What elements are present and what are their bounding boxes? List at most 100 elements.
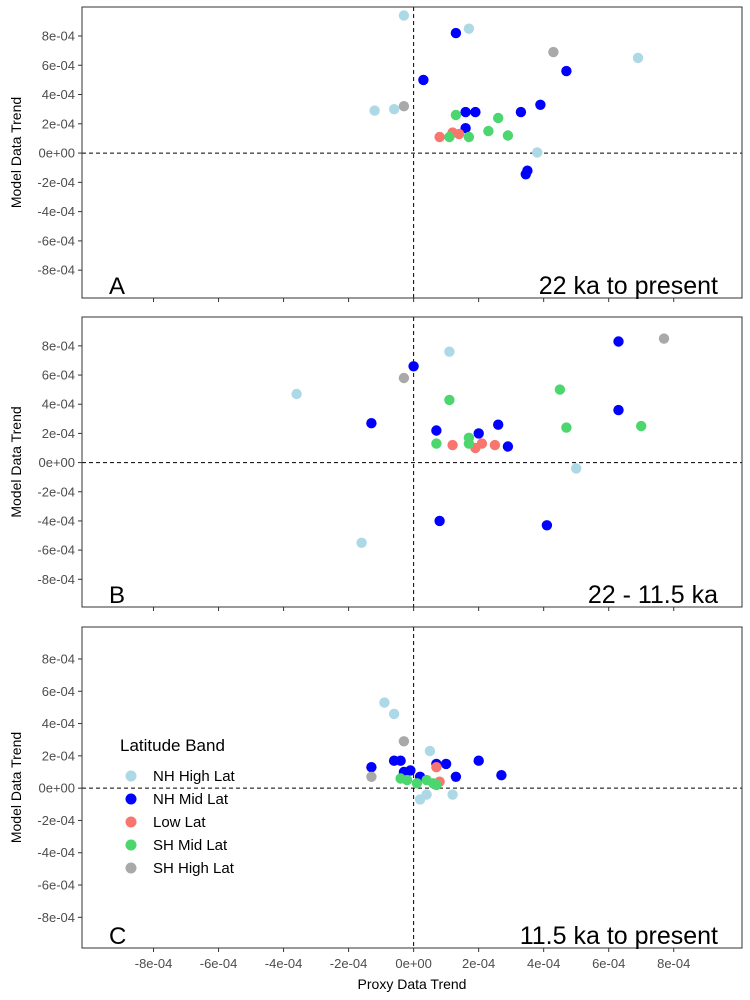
data-point bbox=[411, 778, 423, 789]
y-tick-label: 8e-04 bbox=[42, 651, 75, 666]
y-tick-label: 0e+00 bbox=[38, 455, 75, 470]
x-tick-label: 0e+00 bbox=[395, 956, 432, 971]
y-tick-label: 4e-04 bbox=[42, 397, 75, 412]
data-point bbox=[291, 388, 302, 400]
panel-c: 8e-04 6e-04 4e-04 2e-04 0e+00 -2e-04 -4e-04 -6e… bbox=[8, 626, 743, 971]
data-point bbox=[450, 771, 462, 782]
y-tick-label: 2e-04 bbox=[42, 116, 75, 131]
data-point bbox=[388, 104, 400, 115]
data-point bbox=[447, 439, 458, 451]
y-tick-label: -6e-04 bbox=[37, 233, 75, 248]
legend: Latitude Band NH High Lat NH Mid Lat Low La… bbox=[120, 736, 236, 877]
data-point bbox=[554, 384, 566, 395]
data-point bbox=[493, 419, 504, 430]
y-tick-label: -4e-04 bbox=[37, 513, 75, 528]
y-axis-title: Model Data Trend bbox=[8, 406, 24, 517]
data-point bbox=[431, 762, 442, 773]
y-tick-label: -8e-04 bbox=[37, 572, 75, 587]
panel-border bbox=[81, 6, 743, 299]
data-point bbox=[535, 99, 546, 111]
data-point bbox=[658, 333, 670, 344]
panel-title: 22 - 11.5 ka bbox=[588, 581, 718, 609]
panel-letter: C bbox=[109, 923, 126, 950]
legend-swatch bbox=[125, 793, 137, 805]
data-point bbox=[366, 771, 377, 782]
data-point bbox=[470, 106, 481, 118]
x-tick-label: 8e-04 bbox=[657, 956, 690, 971]
panel-title: 11.5 ka to present bbox=[520, 922, 718, 950]
data-point bbox=[473, 755, 484, 766]
x-tick-label: -8e-04 bbox=[135, 956, 173, 971]
data-point bbox=[444, 394, 455, 406]
legend-swatch bbox=[125, 770, 137, 782]
data-point bbox=[424, 745, 436, 757]
panel-border bbox=[81, 626, 743, 949]
data-point bbox=[532, 147, 543, 158]
y-tick-label: 6e-04 bbox=[42, 58, 75, 73]
panel-a: 8e-04 6e-04 4e-04 2e-04 0e+00 -2e-04 -4e-04 -6e… bbox=[8, 6, 743, 302]
x-tick-label: 6e-04 bbox=[592, 956, 625, 971]
y-tick-label: -4e-04 bbox=[37, 845, 75, 860]
y-axis-title: Model Data Trend bbox=[8, 97, 24, 208]
data-point bbox=[434, 131, 445, 143]
y-tick-label: -6e-04 bbox=[37, 878, 75, 893]
data-point bbox=[418, 74, 429, 86]
data-point bbox=[398, 372, 410, 384]
data-point bbox=[405, 765, 416, 776]
data-point bbox=[431, 425, 442, 436]
y-tick-label: 2e-04 bbox=[42, 748, 75, 763]
data-point bbox=[414, 794, 426, 805]
x-tick-label: -6e-04 bbox=[200, 956, 238, 971]
y-axis-title: Model Data Trend bbox=[8, 732, 24, 843]
data-point bbox=[431, 438, 442, 449]
panel-letter: A bbox=[109, 273, 125, 300]
data-point bbox=[379, 697, 390, 708]
data-point bbox=[450, 27, 462, 39]
legend-title: Latitude Band bbox=[120, 736, 225, 755]
y-tick-label: 0e+00 bbox=[38, 146, 75, 161]
data-point bbox=[571, 463, 582, 474]
y-tick-label: 0e+00 bbox=[38, 781, 75, 796]
data-point bbox=[489, 439, 501, 451]
legend-label: NH High Lat bbox=[153, 768, 236, 785]
legend-label: SH Mid Lat bbox=[153, 837, 228, 854]
data-point bbox=[408, 361, 419, 372]
data-point bbox=[613, 336, 624, 347]
data-point bbox=[450, 109, 462, 121]
panel-border bbox=[81, 316, 743, 608]
panel-letter: B bbox=[109, 582, 125, 609]
y-tick-label: 8e-04 bbox=[42, 28, 75, 43]
x-tick-label: -4e-04 bbox=[265, 956, 303, 971]
data-point bbox=[515, 106, 527, 118]
data-point bbox=[398, 101, 410, 112]
data-point bbox=[369, 105, 380, 116]
data-point bbox=[493, 112, 504, 124]
data-point bbox=[541, 520, 553, 531]
data-point bbox=[473, 428, 484, 439]
y-tick-label: -8e-04 bbox=[37, 263, 75, 278]
data-point bbox=[520, 169, 531, 180]
legend-swatch bbox=[125, 862, 137, 874]
panel-title: 22 ka to present bbox=[539, 272, 718, 300]
data-point bbox=[395, 755, 406, 766]
data-point bbox=[561, 65, 572, 77]
data-point bbox=[502, 441, 514, 452]
data-point bbox=[453, 128, 465, 140]
data-point bbox=[366, 762, 377, 773]
y-tick-label: -8e-04 bbox=[37, 910, 75, 925]
data-point bbox=[434, 515, 445, 527]
x-tick-label: 4e-04 bbox=[527, 956, 560, 971]
y-tick-label: -2e-04 bbox=[37, 484, 75, 499]
data-point bbox=[356, 537, 367, 548]
data-point bbox=[444, 346, 455, 357]
data-point bbox=[431, 779, 442, 791]
data-point bbox=[401, 774, 413, 786]
data-point bbox=[561, 422, 572, 433]
x-tick-label: 2e-04 bbox=[462, 956, 495, 971]
data-point bbox=[463, 131, 475, 143]
data-point bbox=[476, 438, 488, 449]
y-tick-label: 6e-04 bbox=[42, 368, 75, 383]
data-point bbox=[366, 418, 377, 429]
data-point bbox=[632, 52, 644, 64]
